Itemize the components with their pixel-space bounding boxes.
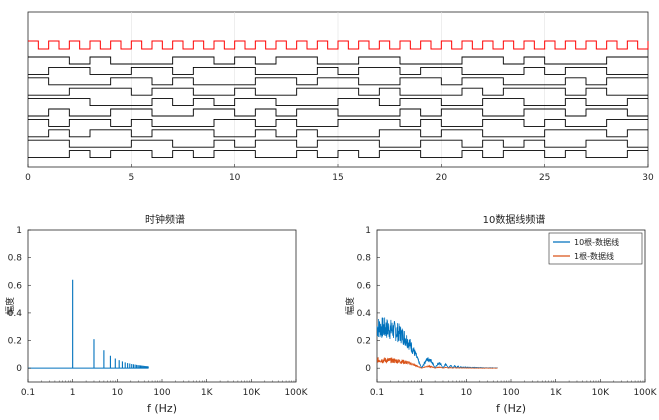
x-tick-label: 0.1: [370, 388, 384, 398]
data-trace-1: [28, 66, 648, 75]
x-tick-label: 10K: [243, 388, 261, 398]
y-tick-label: 1: [365, 226, 371, 236]
timing-tick-label: 0: [25, 173, 31, 183]
timing-diagram: 0 5 10 15 20 25 30: [25, 11, 654, 183]
data-spectrum-ylabel: 幅度: [344, 297, 356, 315]
x-tick-label: 10: [461, 388, 473, 398]
x-tick-label: 1: [70, 388, 76, 398]
timing-tick-label: 30: [642, 173, 654, 183]
clock-spectrum-title: 时钟频谱: [145, 213, 185, 226]
timing-tick-label: 20: [436, 173, 448, 183]
y-tick-label: 0.4: [8, 309, 23, 319]
clock-spectrum-chart: 时钟频谱 0.1 1 10 100 1K 10K 100K 0 0.2 0.4 0.6 0.8 1 f …: [4, 213, 309, 415]
data-spectrum-title: 10数据线频谱: [483, 213, 546, 226]
clock-spectrum-xlabel: f (Hz): [147, 402, 177, 415]
y-tick-label: 0.6: [8, 281, 23, 291]
clock-spectrum-frame: [27, 229, 297, 383]
y-tick-label: 0.2: [357, 337, 371, 347]
x-tick-label: 1K: [550, 388, 563, 398]
legend: 10根-数据线 1根-数据线: [548, 232, 643, 265]
y-tick-label: 1: [16, 226, 22, 236]
legend-label-1: 1根-数据线: [574, 251, 614, 261]
y-tick-label: 0: [365, 364, 371, 374]
data-trace-6: [28, 118, 648, 127]
timing-tick-label: 5: [128, 173, 134, 183]
data-spectrum-xlabel: f (Hz): [496, 402, 526, 415]
x-tick-label: 10K: [592, 388, 610, 398]
timing-tick-label: 25: [539, 173, 550, 183]
y-tick-label: 0.4: [357, 309, 372, 319]
x-tick-label: 10: [112, 388, 124, 398]
timing-tick-label: 10: [229, 173, 241, 183]
x-tick-label: 100: [153, 388, 170, 398]
data-trace-5: [28, 108, 648, 117]
timing-tick-label: 15: [332, 173, 343, 183]
x-tick-label: 100K: [633, 388, 657, 398]
y-tick-label: 0: [16, 364, 22, 374]
data-line-spectrum-chart: 10数据线频谱 0.1 1 10 100 1K 10K 100K 0 0.2 0.4 0.6 0.8 1…: [344, 213, 658, 415]
x-tick-label: 100: [502, 388, 519, 398]
legend-box: [548, 232, 643, 265]
x-tick-label: 100K: [284, 388, 308, 398]
data-trace-4: [28, 98, 648, 107]
clock-spectrum-ylabel: 幅度: [4, 297, 16, 315]
data-trace-9: [28, 150, 648, 159]
y-tick-label: 0.8: [357, 254, 372, 264]
x-tick-label: 1: [419, 388, 425, 398]
clock-trace: [28, 40, 649, 50]
y-tick-label: 0.6: [357, 281, 372, 291]
x-tick-label: 1K: [201, 388, 214, 398]
x-tick-label: 0.1: [21, 388, 35, 398]
data-trace-7: [28, 129, 648, 138]
spectrum-series-0: [376, 317, 498, 369]
data-trace-3: [28, 87, 648, 96]
data-trace-8: [28, 139, 648, 148]
y-tick-label: 0.2: [8, 337, 22, 347]
spectrum-series-1: [376, 357, 498, 369]
data-trace-2: [28, 77, 648, 86]
legend-label-0: 10根-数据线: [574, 237, 619, 247]
y-tick-label: 0.8: [8, 254, 23, 264]
data-trace-0: [28, 56, 648, 65]
